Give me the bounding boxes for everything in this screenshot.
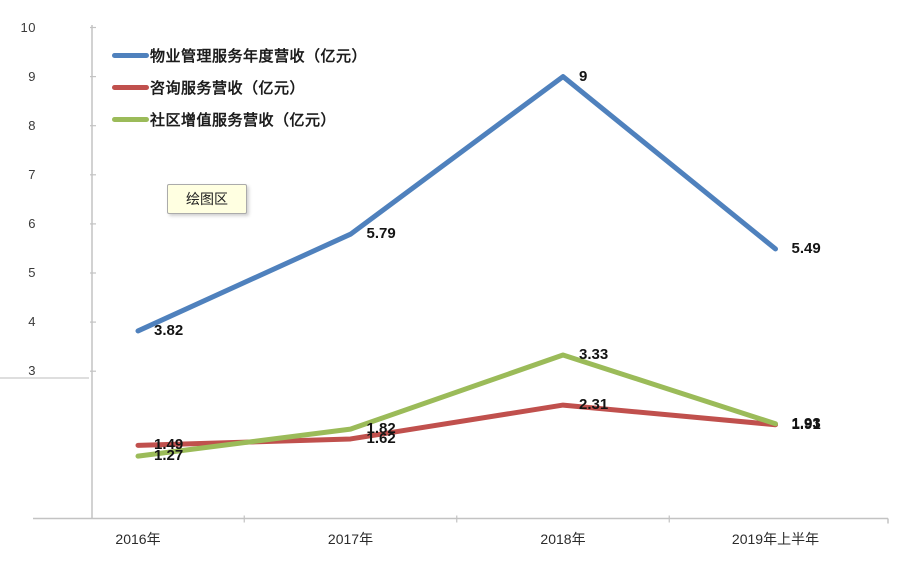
legend-label: 社区增值服务营收（亿元） [150, 111, 337, 129]
data-label: 1.82 [366, 420, 396, 438]
x-axis-label: 2019年上半年 [731, 531, 820, 547]
legend-label: 物业管理服务年度营收（亿元） [150, 47, 368, 65]
series-line-0[interactable] [135, 74, 778, 334]
data-label: 1.49 [154, 436, 184, 454]
data-label: 1.91 [791, 415, 821, 433]
data-label: 3.33 [579, 345, 609, 363]
data-label: 1.27 [154, 447, 184, 465]
y-axis-label: 3 [28, 363, 36, 379]
data-label: 5.79 [366, 225, 396, 243]
data-label: 1.93 [791, 414, 821, 432]
y-axis-label: 8 [28, 117, 36, 133]
legend-item-2[interactable]: 社区增值服务营收（亿元） [112, 108, 367, 130]
legend-label: 咨询服务营收（亿元） [150, 79, 306, 97]
y-axis-label: 4 [28, 314, 36, 330]
y-axis-label: 10 [20, 19, 36, 35]
legend-line-swatch [112, 52, 149, 58]
x-axis-label: 2018年 [540, 531, 586, 547]
data-label: 9 [579, 67, 588, 85]
series-line-1[interactable] [135, 402, 778, 448]
plot-area-tooltip: 绘图区 [167, 184, 247, 214]
data-label: 5.49 [791, 239, 821, 257]
legend-line-swatch [112, 116, 149, 122]
legend-line-swatch [112, 84, 149, 90]
data-label: 3.82 [154, 321, 184, 339]
y-axis-label: 9 [28, 68, 36, 84]
y-axis-label: 5 [28, 265, 36, 280]
legend-item-0[interactable]: 物业管理服务年度营收（亿元） [112, 44, 367, 66]
chart-legend: 物业管理服务年度营收（亿元） 咨询服务营收（亿元） 社区增值服务营收（亿元） [112, 44, 367, 130]
y-axis-label: 7 [28, 166, 36, 182]
data-label: 1.62 [366, 429, 396, 447]
legend-item-1[interactable]: 咨询服务营收（亿元） [112, 76, 367, 98]
series-line-2[interactable] [135, 352, 778, 459]
y-axis-label: 6 [28, 215, 36, 231]
x-axis-label: 2016年 [115, 531, 161, 547]
data-label: 2.31 [579, 396, 609, 414]
x-axis-label: 2017年 [327, 531, 374, 547]
